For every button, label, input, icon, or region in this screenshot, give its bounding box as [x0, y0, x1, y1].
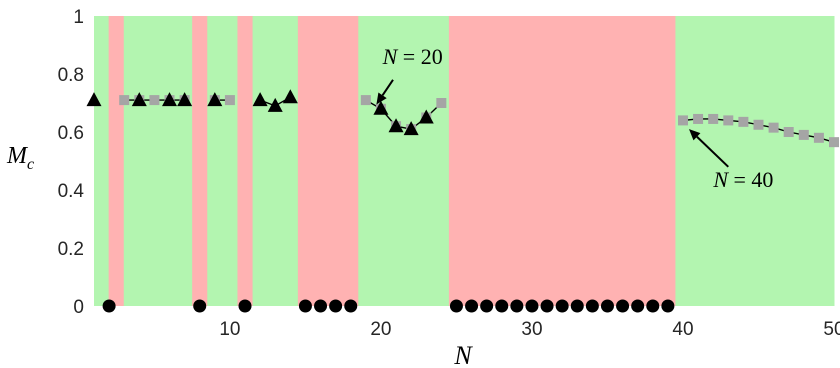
square-marker — [753, 119, 764, 130]
annotations: N = 20 N = 40 — [376, 44, 773, 192]
triangle-marker — [267, 97, 283, 112]
annotation-arrowhead — [689, 129, 701, 141]
triangle-marker — [373, 100, 389, 115]
square-marker — [119, 95, 130, 106]
y-axis-label-main: M — [6, 143, 29, 169]
square-marker — [677, 115, 688, 126]
square-marker — [693, 113, 704, 124]
region-red — [448, 16, 676, 306]
circle-marker — [646, 299, 660, 313]
triangle-marker — [177, 92, 193, 107]
circle-marker — [329, 299, 343, 313]
region-green — [252, 16, 299, 306]
triangle-marker — [403, 121, 419, 136]
data-markers — [86, 89, 839, 313]
circle-marker — [102, 299, 116, 313]
x-tick-label: 40 — [672, 319, 693, 340]
y-axis-label: Mc — [6, 143, 34, 173]
circle-marker — [193, 299, 207, 313]
triangle-marker — [207, 92, 223, 107]
triangle-marker — [131, 92, 147, 107]
circle-marker — [344, 299, 358, 313]
region-red — [237, 16, 254, 306]
square-marker — [798, 129, 809, 140]
annotation-arrow — [381, 79, 394, 96]
circle-marker — [585, 299, 599, 313]
circle-marker — [555, 299, 569, 313]
square-marker — [149, 95, 160, 106]
circle-marker — [600, 299, 614, 313]
y-tick-label: 0.6 — [58, 123, 84, 144]
annotation-arrowhead — [376, 92, 387, 105]
triangle-marker — [162, 92, 178, 107]
circle-marker — [661, 299, 675, 313]
circle-marker — [616, 299, 630, 313]
region-green — [358, 16, 450, 306]
annotation-arrow — [696, 135, 729, 168]
background-regions — [94, 16, 835, 306]
y-tick-label: 0.2 — [58, 239, 84, 260]
circle-marker — [480, 299, 494, 313]
y-tick-label: 0 — [73, 297, 84, 318]
triangle-marker — [86, 92, 102, 107]
y-axis-label-sub: c — [27, 156, 34, 173]
annotation-label: N = 20 — [382, 44, 443, 69]
triangle-marker — [418, 109, 434, 124]
square-marker — [723, 115, 734, 126]
circle-marker — [510, 299, 524, 313]
region-red — [192, 16, 208, 306]
y-tick-label: 1 — [73, 7, 84, 28]
region-green — [94, 16, 110, 306]
square-marker — [813, 132, 824, 143]
square-marker — [768, 122, 779, 133]
square-marker — [783, 127, 794, 137]
x-tick-label: 20 — [370, 319, 391, 340]
circle-marker — [449, 299, 463, 313]
circle-marker — [525, 299, 539, 313]
circle-marker — [314, 299, 328, 313]
annotation-label: N = 40 — [712, 167, 773, 192]
circle-marker — [465, 299, 479, 313]
x-axis-label: N — [453, 341, 473, 368]
x-tick-label: 30 — [521, 319, 542, 340]
square-marker — [829, 137, 839, 148]
y-tick-label: 0.4 — [58, 181, 85, 202]
circle-marker — [298, 299, 312, 313]
region-green — [675, 16, 835, 306]
circle-marker — [495, 299, 509, 313]
square-marker — [436, 98, 447, 108]
x-tick-labels: 10 20 30 40 50 — [219, 319, 840, 340]
circle-marker — [238, 299, 252, 313]
x-tick-label: 50 — [823, 319, 840, 340]
square-marker — [738, 116, 749, 127]
square-marker — [708, 113, 719, 124]
x-tick-label: 10 — [219, 319, 240, 340]
circle-marker — [631, 299, 645, 313]
triangle-marker — [282, 89, 298, 104]
y-tick-labels: 0 0.2 0.4 0.6 0.8 1 — [58, 7, 85, 318]
circle-marker — [540, 299, 554, 313]
square-marker — [224, 95, 235, 106]
region-green — [123, 16, 193, 306]
triangle-marker — [252, 92, 268, 107]
region-red — [297, 16, 359, 306]
triangle-marker — [388, 118, 404, 133]
region-red — [108, 16, 125, 306]
circle-marker — [570, 299, 584, 313]
y-tick-label: 0.8 — [58, 65, 84, 86]
region-green — [207, 16, 238, 306]
square-marker — [360, 95, 371, 106]
